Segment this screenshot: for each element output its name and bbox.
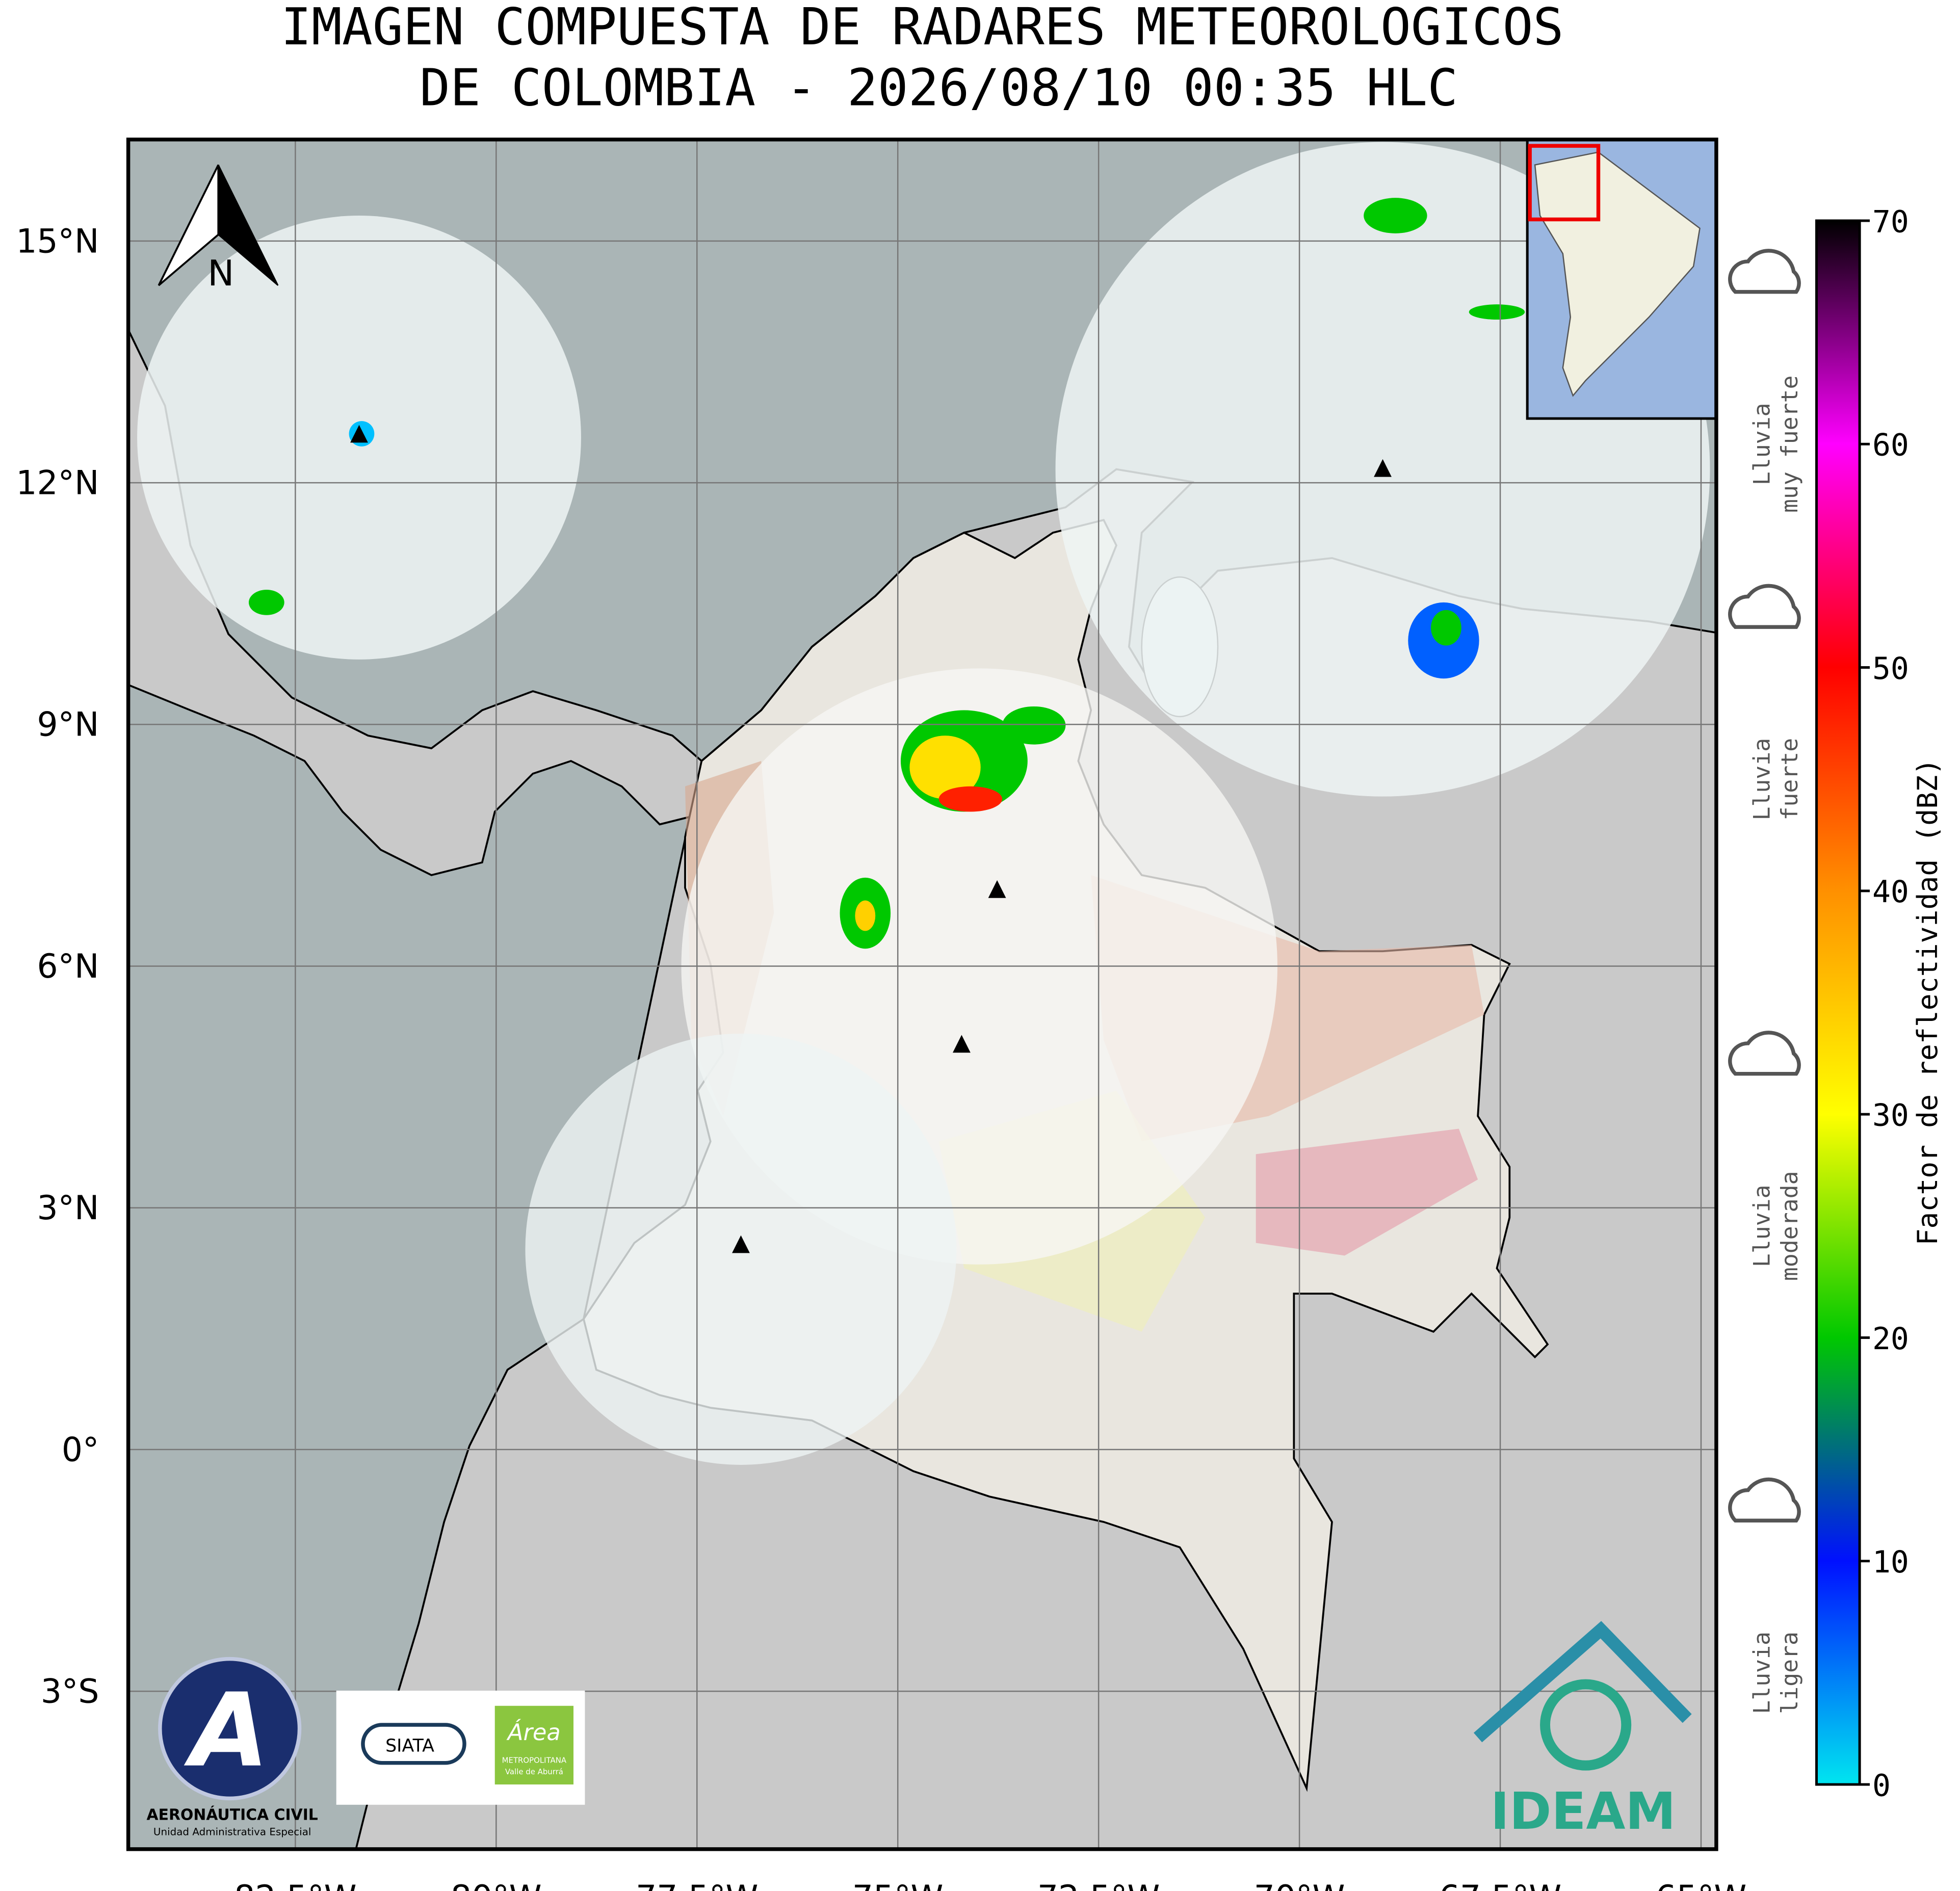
lat-tick-label: 3°N [37, 1189, 99, 1227]
lon-tick-label: 72.5°W [1037, 1879, 1160, 1891]
lon-tick-label: 80°W [451, 1879, 542, 1891]
north-arrow: N [158, 164, 279, 294]
rain-category: Lluvia ligera [1728, 1477, 1803, 1714]
logo-ideam: IDEAM [1473, 1621, 1692, 1841]
north-label: N [207, 253, 234, 294]
lon-tick-label: 65°W [1656, 1879, 1747, 1891]
lat-tick-label: 15°N [16, 222, 99, 260]
logo-text: Valle de Aburrá [505, 1767, 563, 1776]
logo-text: SIATA [385, 1736, 434, 1756]
rain-label: Lluvia [1748, 1185, 1775, 1267]
inset-map [1526, 139, 1716, 420]
rain-label: Lluvia [1748, 1632, 1775, 1714]
rain-category: Lluvia muy fuerte [1728, 249, 1803, 513]
logo-siata: SIATA Área METROPOLITANA Valle de Aburrá [336, 1690, 585, 1805]
cloud-icon [1728, 584, 1801, 629]
region-tint [1256, 1128, 1478, 1256]
colorbar-tick-label: 60 [1872, 428, 1909, 463]
rain-label: fuerte [1776, 738, 1803, 821]
lat-tick-label: 0° [62, 1431, 99, 1469]
cloud-icon [1728, 249, 1801, 294]
lat-tick-label: 12°N [16, 464, 99, 502]
radar-sites [350, 425, 1392, 1253]
colorbar [1815, 219, 1861, 1786]
map-frame [126, 137, 1718, 1851]
colorbar-tick-label: 20 [1872, 1322, 1909, 1357]
cloud-icon [1728, 1031, 1801, 1076]
logo-text: IDEAM [1491, 1782, 1676, 1841]
colorbar-tick-label: 70 [1872, 204, 1909, 240]
colorbar-tick-label: 40 [1872, 875, 1909, 910]
title-line: IMAGEN COMPUESTA DE RADARES METEOROLOGIC… [281, 0, 1563, 57]
rain-label: Lluvia [1748, 403, 1775, 485]
map: N A AERONÁUTICA CIVIL Unidad Administrat… [128, 139, 1716, 1849]
colorbar-tick-label: 10 [1872, 1545, 1909, 1580]
colorbar-tick-label: 30 [1872, 1098, 1909, 1134]
lat-tick-label: 9°N [37, 706, 99, 744]
rain-label: muy fuerte [1776, 375, 1803, 513]
rain-category: Lluvia moderada [1728, 1031, 1803, 1281]
colorbar-tick-label: 0 [1872, 1768, 1891, 1803]
radar-echoes [249, 198, 1525, 949]
lat-tick-label: 3°S [41, 1672, 99, 1711]
logo-text: Unidad Administrativa Especial [153, 1826, 311, 1838]
svg-text:A: A [184, 1671, 269, 1790]
lon-tick-label: 70°W [1254, 1879, 1345, 1891]
logo-text: Área [506, 1719, 561, 1746]
rain-label: Lluvia [1748, 738, 1775, 821]
central-america-land [128, 329, 712, 876]
colorbar-tick-label: 50 [1872, 651, 1909, 687]
title-line: DE COLOMBIA - 2026/08/10 00:35 HLC [420, 59, 1458, 118]
colorbar-label: Factor de reflectividad (dBZ) [1911, 758, 1944, 1246]
lon-tick-label: 75°W [852, 1879, 944, 1891]
axes: 82.5°W 80°W 77.5°W 75°W 72.5°W 70°W 67.5°W 65°W… [16, 222, 1746, 1891]
rain-label: ligera [1776, 1632, 1803, 1714]
lon-tick-label: 82.5°W [234, 1879, 356, 1891]
logo-text: AERONÁUTICA CIVIL [147, 1806, 318, 1824]
lon-tick-label: 77.5°W [636, 1879, 758, 1891]
grid [128, 139, 1716, 1849]
logo-aeronautica: A AERONÁUTICA CIVIL Unidad Administrativ… [147, 1657, 318, 1838]
cloud-icon [1728, 1477, 1801, 1522]
rain-label: moderada [1776, 1171, 1803, 1281]
logo-text: METROPOLITANA [502, 1756, 567, 1765]
lon-tick-label: 67.5°W [1439, 1879, 1561, 1891]
rain-category: Lluvia fuerte [1728, 584, 1803, 821]
lat-tick-label: 6°N [37, 948, 99, 986]
